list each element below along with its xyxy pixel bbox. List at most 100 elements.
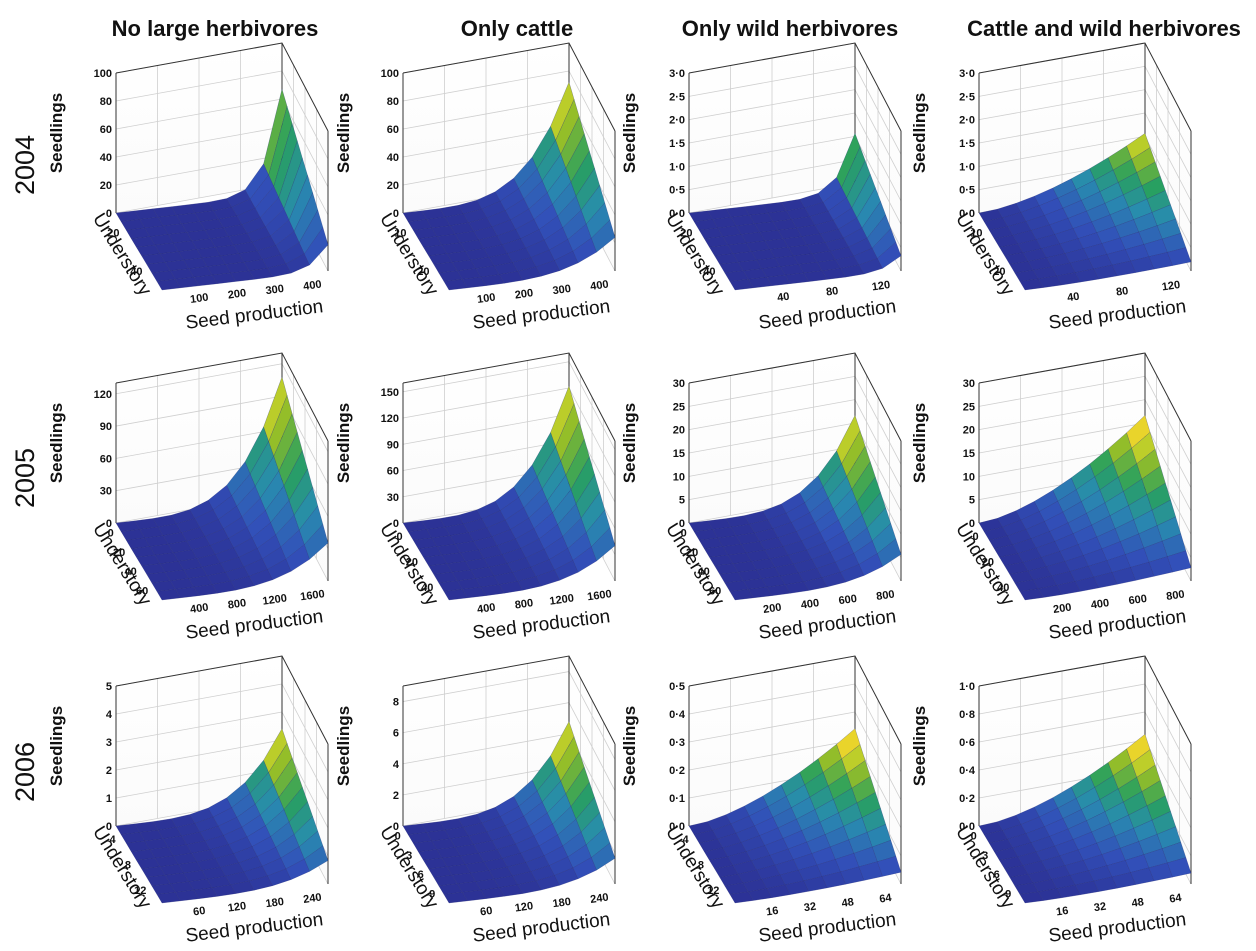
surface-cell (304, 226, 329, 266)
column-title: No large herbivores (112, 16, 319, 41)
column-titles: No large herbivores Only cattle Only wil… (112, 16, 1241, 41)
y-tick-label: 9 (1005, 888, 1011, 900)
z-tick-label: 60 (387, 124, 399, 136)
surface-cell (591, 842, 616, 871)
y-tick-label: 9 (429, 888, 435, 900)
y-tick-label: 20 (113, 547, 125, 559)
z-axis-label: Seedlings (47, 706, 66, 786)
x-tick-label: 300 (265, 283, 285, 297)
z-tick-label: 0 (393, 821, 399, 833)
x-tick-label: 400 (476, 601, 496, 615)
surface-cell (877, 856, 902, 877)
surface-cell (1167, 247, 1192, 266)
z-tick-label: 5 (969, 495, 975, 507)
row-title: 2004 (10, 135, 40, 195)
x-tick-label: 400 (303, 279, 323, 293)
z-tick-label: 2 (393, 790, 399, 802)
x-tick-label: 200 (514, 287, 534, 301)
x-tick-label: 32 (803, 901, 817, 915)
x-tick-label: 180 (265, 896, 285, 910)
y-tick-label: 20 (993, 266, 1005, 278)
y-tick-label: 4 (683, 834, 690, 846)
y-tick-label: 40 (698, 566, 710, 578)
y-tick-label: 0 (971, 831, 977, 843)
x-tick-label: 1600 (587, 588, 613, 603)
z-tick-label: 1·5 (959, 138, 975, 150)
z-axis-label: Seedlings (910, 93, 929, 173)
z-tick-label: 20 (387, 180, 399, 192)
z-tick-label: 150 (381, 387, 399, 399)
z-tick-label: 0·5 (669, 185, 685, 197)
y-tick-label: 20 (417, 266, 429, 278)
z-axis-label: Seedlings (334, 403, 353, 483)
x-tick-label: 800 (1166, 589, 1186, 603)
z-tick-label: 30 (387, 492, 399, 504)
y-tick-label: 20 (982, 557, 994, 569)
z-tick-label: 3 (106, 737, 112, 749)
z-tick-label: 0·2 (959, 793, 975, 805)
surface-panel: 0 30 60 90 120 150 0 20 40 400 800 1200 1600 Seedling… (334, 352, 616, 644)
y-tick-label: 20 (686, 547, 698, 559)
z-tick-label: 0 (106, 208, 112, 220)
z-tick-label: 15 (673, 448, 685, 460)
x-tick-label: 48 (841, 896, 855, 910)
surface-cell (877, 538, 902, 567)
z-tick-label: 6 (393, 728, 399, 740)
x-tick-label: 80 (1115, 285, 1129, 299)
y-tick-label: 20 (680, 227, 692, 239)
y-tick-label: 0 (108, 528, 114, 540)
z-tick-label: 0 (106, 518, 112, 530)
x-tick-label: 200 (762, 601, 782, 615)
z-tick-label: 0 (393, 208, 399, 220)
y-tick-label: 10 (970, 227, 982, 239)
x-tick-label: 100 (476, 291, 496, 305)
z-tick-label: 0·0 (959, 208, 975, 220)
x-tick-label: 600 (1128, 593, 1148, 607)
z-tick-label: 1·0 (959, 681, 975, 693)
z-tick-label: 60 (100, 453, 112, 465)
z-tick-label: 0·4 (669, 709, 686, 721)
y-tick-label: 12 (134, 885, 146, 897)
z-tick-label: 10 (673, 471, 685, 483)
y-tick-label: 0 (395, 831, 401, 843)
x-tick-label: 800 (514, 597, 534, 611)
z-tick-label: 100 (94, 68, 112, 80)
column-title: Only cattle (461, 16, 573, 41)
surface-cell (304, 523, 329, 560)
x-tick-label: 800 (227, 597, 247, 611)
y-tick-label: 3 (406, 850, 412, 862)
z-tick-label: 3·0 (669, 68, 685, 80)
z-tick-label: 30 (963, 378, 975, 390)
z-axis-label: Seedlings (910, 706, 929, 786)
z-tick-label: 40 (100, 152, 112, 164)
x-tick-label: 80 (825, 285, 839, 299)
z-tick-label: 0·1 (669, 793, 685, 805)
z-tick-label: 20 (100, 180, 112, 192)
y-tick-label: 60 (136, 585, 148, 597)
surface-panel: 0·0 0·5 1·0 1·5 2·0 2·5 3·0 20 40 40 80 120 Seedling… (620, 42, 902, 334)
z-axis-label: Seedlings (620, 706, 639, 786)
y-tick-label: 40 (421, 582, 433, 594)
z-tick-label: 0·2 (669, 765, 685, 777)
row-title: 2005 (10, 448, 40, 508)
z-axis-label: Seedlings (47, 403, 66, 483)
z-tick-label: 25 (673, 401, 685, 413)
x-tick-label: 240 (590, 892, 610, 906)
z-tick-label: 15 (963, 448, 975, 460)
x-tick-label: 200 (1052, 601, 1072, 615)
y-tick-label: 40 (130, 266, 142, 278)
y-tick-label: 6 (418, 869, 424, 881)
x-tick-label: 400 (189, 601, 209, 615)
y-tick-label: 4 (110, 834, 117, 846)
x-tick-label: 800 (876, 589, 896, 603)
z-tick-label: 90 (100, 421, 112, 433)
x-tick-label: 1600 (300, 588, 326, 603)
x-tick-label: 400 (590, 279, 610, 293)
z-tick-label: 1·5 (669, 138, 685, 150)
x-tick-label: 600 (838, 593, 858, 607)
